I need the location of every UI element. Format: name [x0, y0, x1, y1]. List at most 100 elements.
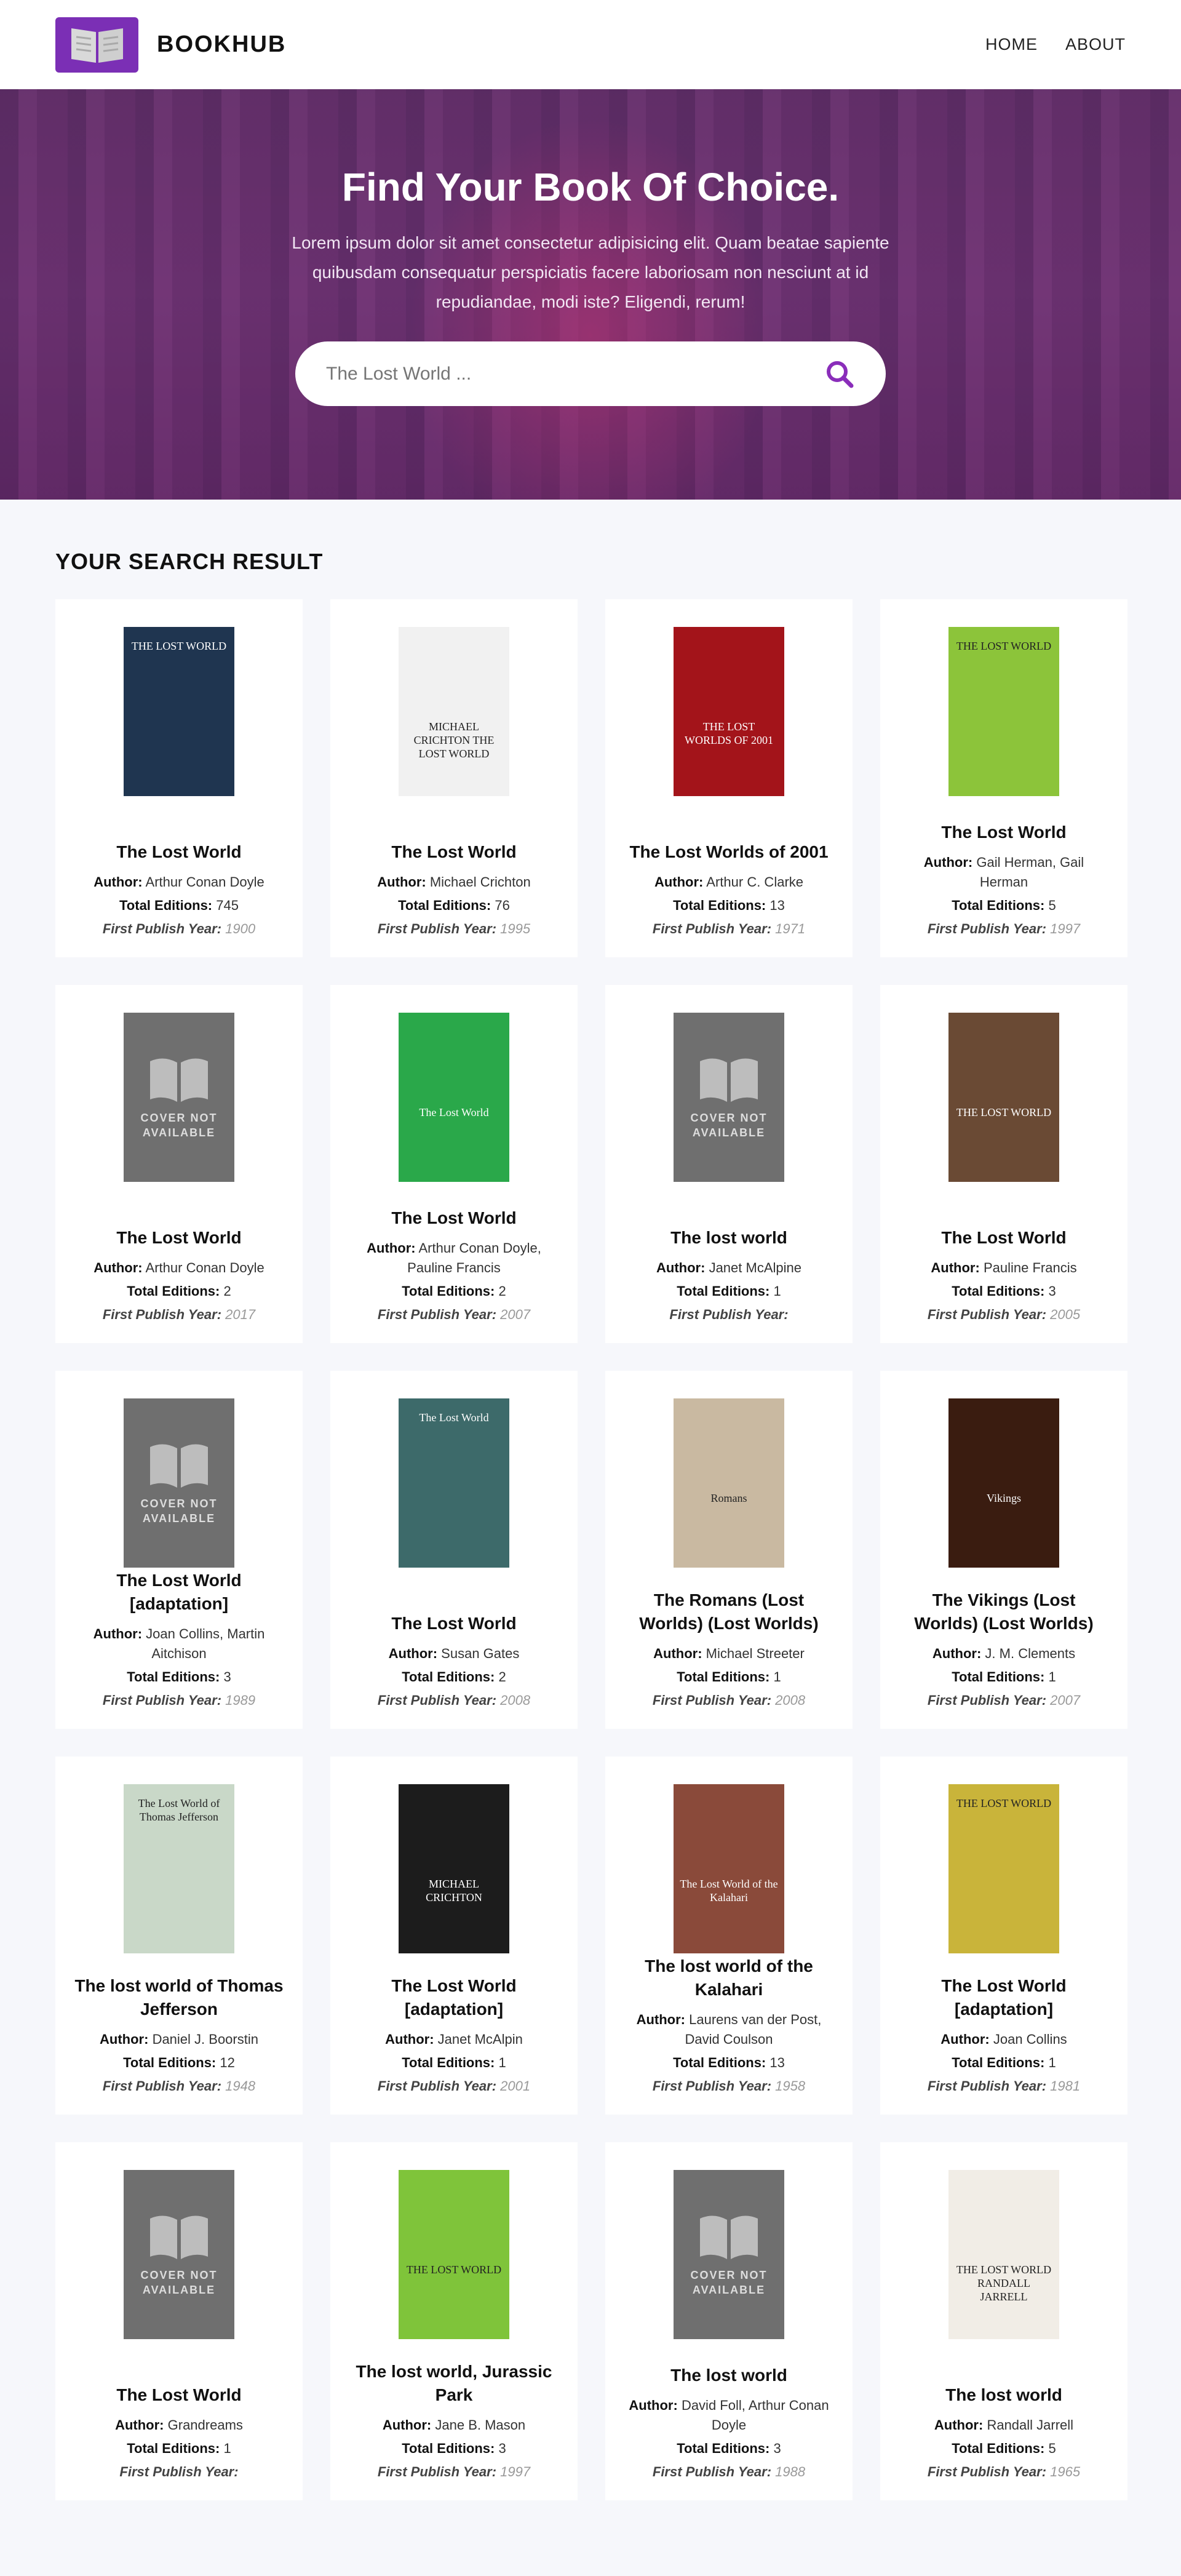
- book-title: The Lost World: [116, 2385, 242, 2404]
- book-author-label: Author:: [629, 2398, 678, 2413]
- book-author: Author: Randall Jarrell: [934, 2415, 1073, 2435]
- book-author-label: Author:: [93, 1626, 143, 1641]
- cover-text: The Lost World of Thomas Jefferson: [138, 1797, 220, 1823]
- cover-not-available: COVER NOT AVAILABLE: [124, 1398, 234, 1568]
- search-icon: [827, 361, 854, 388]
- book-card[interactable]: MICHAEL CRICHTON THE LOST WORLD The Lost …: [330, 599, 578, 957]
- search-input[interactable]: [326, 363, 821, 385]
- book-publish-year-value: 2005: [1050, 1307, 1081, 1322]
- book-editions: Total Editions: 3: [677, 2439, 781, 2458]
- cover-not-available: COVER NOT AVAILABLE: [674, 1013, 784, 1182]
- book-card[interactable]: COVER NOT AVAILABLE The Lost World [adapt…: [55, 1371, 303, 1729]
- book-editions: Total Editions: 5: [952, 2439, 1056, 2458]
- book-author: Author: Janet McAlpin: [385, 2030, 523, 2049]
- book-info: The lost world of Thomas Jefferson Author…: [74, 1974, 284, 2096]
- book-card[interactable]: The Lost World The Lost World Author: Arth…: [330, 985, 578, 1343]
- book-author-value: Arthur Conan Doyle: [145, 874, 264, 890]
- open-book-icon: [150, 1443, 208, 1488]
- book-editions-value: 3: [223, 1669, 231, 1685]
- book-card[interactable]: COVER NOT AVAILABLE The Lost World Author:…: [55, 985, 303, 1343]
- book-card[interactable]: THE LOST WORLD The Lost World Author: Arth…: [55, 599, 303, 957]
- book-author-label: Author:: [93, 874, 143, 890]
- book-editions-value: 2: [498, 1669, 506, 1685]
- book-info: The lost world Author: Janet McAlpine Tota…: [656, 1226, 801, 1325]
- book-info: The Lost World Author: Arthur Conan Doyle…: [349, 1206, 559, 1325]
- book-card[interactable]: The Lost World The Lost World Author: Susa…: [330, 1371, 578, 1729]
- book-author-label: Author:: [385, 2032, 434, 2047]
- book-publish-year-label: First Publish Year:: [377, 2464, 497, 2479]
- book-publish-year-label: First Publish Year:: [652, 921, 772, 936]
- cover-text: The Lost World: [419, 1106, 489, 1119]
- book-card[interactable]: THE LOST WORLD The Lost World [adaptation…: [880, 1757, 1127, 2115]
- book-editions-label: Total Editions:: [402, 1283, 495, 1299]
- book-title: The lost world: [670, 2366, 787, 2385]
- cover-not-available-text: COVER NOT AVAILABLE: [690, 2268, 768, 2296]
- book-author: Author: Grandreams: [115, 2415, 243, 2435]
- cover-text: THE LOST WORLD: [956, 640, 1052, 652]
- book-editions: Total Editions: 13: [673, 2053, 785, 2073]
- book-editions-value: 3: [773, 2441, 781, 2456]
- book-publish-year-value: 2001: [500, 2078, 531, 2094]
- book-editions-value: 5: [1048, 2441, 1056, 2456]
- book-info: The Vikings (Lost Worlds) (Lost Worlds) A…: [899, 1589, 1109, 1710]
- book-publish-year: First Publish Year: 1988: [653, 2462, 805, 2482]
- book-publish-year: First Publish Year:: [669, 1305, 788, 1325]
- book-editions-label: Total Editions:: [673, 2055, 766, 2070]
- book-cover: THE LOST WORLD RANDALL JARRELL: [948, 2170, 1059, 2339]
- book-card[interactable]: THE LOST WORLD RANDALL JARRELL The lost w…: [880, 2142, 1127, 2500]
- book-card[interactable]: The Lost World of Thomas Jefferson The lo…: [55, 1757, 303, 2115]
- book-card[interactable]: COVER NOT AVAILABLE The lost world Author:…: [605, 985, 853, 1343]
- brand-name: BOOKHUB: [157, 31, 287, 57]
- search-button[interactable]: [821, 356, 858, 393]
- book-publish-year: First Publish Year: 1989: [103, 1691, 255, 1710]
- book-title: The Lost World: [391, 842, 517, 861]
- book-title: The Lost World [adaptation]: [391, 1976, 517, 2019]
- book-author: Author: Jane B. Mason: [383, 2415, 525, 2435]
- search-bar: [295, 341, 886, 406]
- book-card[interactable]: THE LOST WORLDS OF 2001 The Lost Worlds o…: [605, 599, 853, 957]
- book-publish-year-value: 2008: [500, 1693, 531, 1708]
- book-card[interactable]: Romans The Romans (Lost Worlds) (Lost Wor…: [605, 1371, 853, 1729]
- nav-about-link[interactable]: ABOUT: [1065, 35, 1126, 54]
- book-card[interactable]: THE LOST WORLD The lost world, Jurassic P…: [330, 2142, 578, 2500]
- book-editions-value: 1: [773, 1669, 781, 1685]
- book-cover: The Lost World: [399, 1013, 509, 1182]
- book-author: Author: Arthur Conan Doyle: [93, 872, 264, 892]
- book-card[interactable]: COVER NOT AVAILABLE The lost world Author:…: [605, 2142, 853, 2500]
- book-title: The Lost World: [941, 1228, 1067, 1247]
- nav-home-link[interactable]: HOME: [985, 35, 1038, 54]
- book-author-value: Michael Streeter: [706, 1646, 805, 1661]
- book-editions-label: Total Editions:: [398, 898, 491, 913]
- brand[interactable]: BOOKHUB: [55, 17, 286, 73]
- book-publish-year: First Publish Year: 2008: [653, 1691, 805, 1710]
- book-publish-year-value: 1981: [1050, 2078, 1081, 2094]
- book-author-label: Author:: [940, 2032, 990, 2047]
- cover-text: THE LOST WORLD RANDALL JARRELL: [956, 2263, 1052, 2303]
- book-publish-year-label: First Publish Year:: [927, 2078, 1047, 2094]
- book-card[interactable]: Vikings The Vikings (Lost Worlds) (Lost W…: [880, 1371, 1127, 1729]
- book-info: The Lost World Author: Gail Herman, Gail …: [899, 821, 1109, 939]
- book-publish-year-label: First Publish Year:: [927, 1693, 1047, 1708]
- book-author-value: Janet McAlpin: [437, 2032, 523, 2047]
- book-info: The lost world of the Kalahari Author: La…: [624, 1955, 834, 2096]
- book-title: The lost world of the Kalahari: [645, 1956, 813, 1999]
- book-card[interactable]: THE LOST WORLD The Lost World Author: Paul…: [880, 985, 1127, 1343]
- book-publish-year-label: First Publish Year:: [377, 2078, 497, 2094]
- open-book-icon: [150, 2215, 208, 2259]
- book-editions: Total Editions: 1: [952, 1667, 1056, 1687]
- book-card[interactable]: MICHAEL CRICHTON The Lost World [adaptati…: [330, 1757, 578, 2115]
- book-publish-year-value: 1989: [225, 1693, 256, 1708]
- book-card[interactable]: COVER NOT AVAILABLE The Lost World Author:…: [55, 2142, 303, 2500]
- book-editions-value: 3: [498, 2441, 506, 2456]
- book-card[interactable]: The Lost World of the Kalahari The lost w…: [605, 1757, 853, 2115]
- book-editions: Total Editions: 3: [952, 1282, 1056, 1301]
- book-card[interactable]: THE LOST WORLD The Lost World Author: Gail…: [880, 599, 1127, 957]
- book-info: The Lost World Author: Pauline Francis Tot…: [928, 1226, 1080, 1325]
- book-publish-year: First Publish Year: 1997: [378, 2462, 530, 2482]
- cover-text: MICHAEL CRICHTON THE LOST WORLD: [413, 720, 495, 760]
- book-title: The lost world, Jurassic Park: [356, 2362, 552, 2404]
- book-publish-year: First Publish Year: 1900: [103, 919, 255, 939]
- book-cover: MICHAEL CRICHTON THE LOST WORLD: [399, 627, 509, 796]
- book-editions: Total Editions: 2: [402, 1667, 506, 1687]
- book-cover: THE LOST WORLDS OF 2001: [674, 627, 784, 796]
